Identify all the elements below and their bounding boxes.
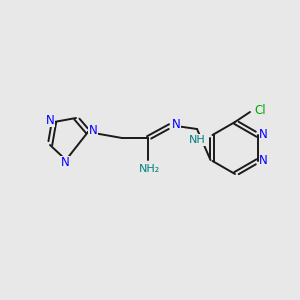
Text: N: N (259, 154, 268, 167)
Text: Cl: Cl (254, 103, 266, 116)
Text: N: N (172, 118, 180, 131)
Text: N: N (46, 113, 54, 127)
Text: NH: NH (189, 135, 206, 145)
Text: N: N (259, 128, 268, 140)
Text: N: N (88, 124, 98, 137)
Text: N: N (61, 157, 69, 169)
Text: NH₂: NH₂ (138, 164, 160, 174)
